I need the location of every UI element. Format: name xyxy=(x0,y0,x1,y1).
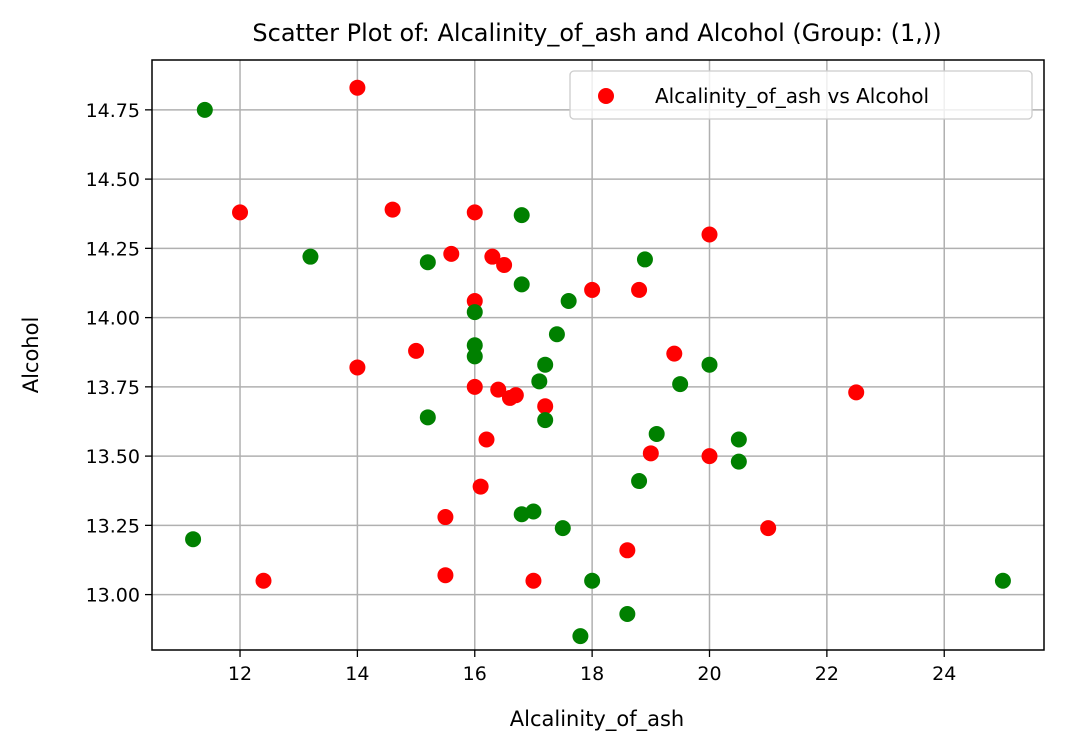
x-tick-label: 14 xyxy=(345,663,369,685)
scatter-point-series-1 xyxy=(472,478,489,495)
y-tick-label: 13.25 xyxy=(86,515,140,537)
x-tick-label: 22 xyxy=(815,663,839,685)
scatter-point-series-2 xyxy=(636,251,653,268)
scatter-point-series-2 xyxy=(513,276,530,293)
legend-label: Alcalinity_of_ash vs Alcohol xyxy=(655,84,929,108)
scatter-point-series-2 xyxy=(584,572,601,589)
scatter-point-series-2 xyxy=(466,337,483,354)
scatter-point-series-2 xyxy=(419,254,436,271)
scatter-point-series-2 xyxy=(994,572,1011,589)
y-tick-label: 14.75 xyxy=(86,100,140,122)
plot-area-frame xyxy=(151,59,1045,651)
scatter-point-series-1 xyxy=(537,398,554,415)
y-tick-label: 14.25 xyxy=(86,238,140,260)
scatter-point-series-1 xyxy=(437,567,454,584)
scatter-point-series-1 xyxy=(349,359,366,376)
scatter-point-series-1 xyxy=(484,248,501,265)
scatter-point-series-2 xyxy=(648,425,665,442)
y-tick-label: 13.75 xyxy=(86,377,140,399)
y-tick-label: 14.50 xyxy=(86,169,140,191)
data-points xyxy=(185,79,1011,645)
scatter-point-series-1 xyxy=(642,445,659,462)
scatter-point-series-1 xyxy=(466,292,483,309)
scatter-point-series-1 xyxy=(701,226,718,243)
legend: Alcalinity_of_ash vs Alcohol xyxy=(569,70,1033,120)
legend-marker xyxy=(598,88,614,104)
scatter-point-series-1 xyxy=(525,572,542,589)
scatter-point-series-2 xyxy=(531,373,548,390)
x-tick-label: 24 xyxy=(932,663,956,685)
scatter-point-series-2 xyxy=(701,356,718,373)
scatter-point-series-1 xyxy=(501,389,518,406)
axis-ticks: 12 14 16 18 20 22 24 13.00 13.25 13.50 13.75 14.00 1… xyxy=(86,100,957,685)
scatter-point-series-1 xyxy=(760,520,777,537)
scatter-point-series-1 xyxy=(408,342,425,359)
scatter-point-series-1 xyxy=(349,79,366,96)
scatter-point-series-1 xyxy=(631,281,648,298)
scatter-point-series-2 xyxy=(631,473,648,490)
scatter-point-series-2 xyxy=(466,348,483,365)
scatter-point-series-2 xyxy=(730,431,747,448)
scatter-point-series-2 xyxy=(560,292,577,309)
x-tick-label: 20 xyxy=(697,663,721,685)
scatter-point-series-2 xyxy=(185,531,202,548)
scatter-point-series-1 xyxy=(437,509,454,526)
scatter-point-series-2 xyxy=(548,326,565,343)
scatter-point-series-2 xyxy=(466,304,483,321)
chart-title: Scatter Plot of: Alcalinity_of_ash and A… xyxy=(252,19,941,47)
scatter-point-series-2 xyxy=(619,605,636,622)
scatter-point-series-1 xyxy=(496,256,513,273)
scatter-point-series-2 xyxy=(537,412,554,429)
scatter-point-series-2 xyxy=(196,101,213,118)
scatter-point-series-2 xyxy=(513,506,530,523)
y-tick-label: 14.00 xyxy=(86,308,140,330)
scatter-point-series-2 xyxy=(513,207,530,224)
y-tick-label: 13.50 xyxy=(86,446,140,468)
legend-box xyxy=(569,70,1033,120)
scatter-point-series-1 xyxy=(701,448,718,465)
scatter-point-series-2 xyxy=(302,248,319,265)
scatter-point-series-1 xyxy=(478,431,495,448)
scatter-point-series-2 xyxy=(554,520,571,537)
scatter-point-series-2 xyxy=(572,628,589,645)
x-axis-label: Alcalinity_of_ash xyxy=(510,707,684,732)
scatter-point-series-1 xyxy=(666,345,683,362)
scatter-point-series-1 xyxy=(384,201,401,218)
scatter-point-series-2 xyxy=(730,453,747,470)
y-axis-label: Alcohol xyxy=(19,317,43,394)
scatter-point-series-1 xyxy=(490,381,507,398)
x-tick-label: 18 xyxy=(580,663,604,685)
scatter-point-series-2 xyxy=(537,356,554,373)
scatter-point-series-2 xyxy=(672,376,689,393)
scatter-point-series-1 xyxy=(443,245,460,262)
scatter-point-series-1 xyxy=(232,204,249,221)
scatter-point-series-1 xyxy=(848,384,865,401)
scatter-point-series-2 xyxy=(419,409,436,426)
x-tick-label: 16 xyxy=(463,663,487,685)
scatter-point-series-1 xyxy=(255,572,272,589)
x-tick-label: 12 xyxy=(228,663,252,685)
y-tick-label: 13.00 xyxy=(86,585,140,607)
scatter-point-series-1 xyxy=(584,281,601,298)
scatter-point-series-1 xyxy=(466,378,483,395)
scatter-point-series-1 xyxy=(619,542,636,559)
scatter-point-series-1 xyxy=(466,204,483,221)
